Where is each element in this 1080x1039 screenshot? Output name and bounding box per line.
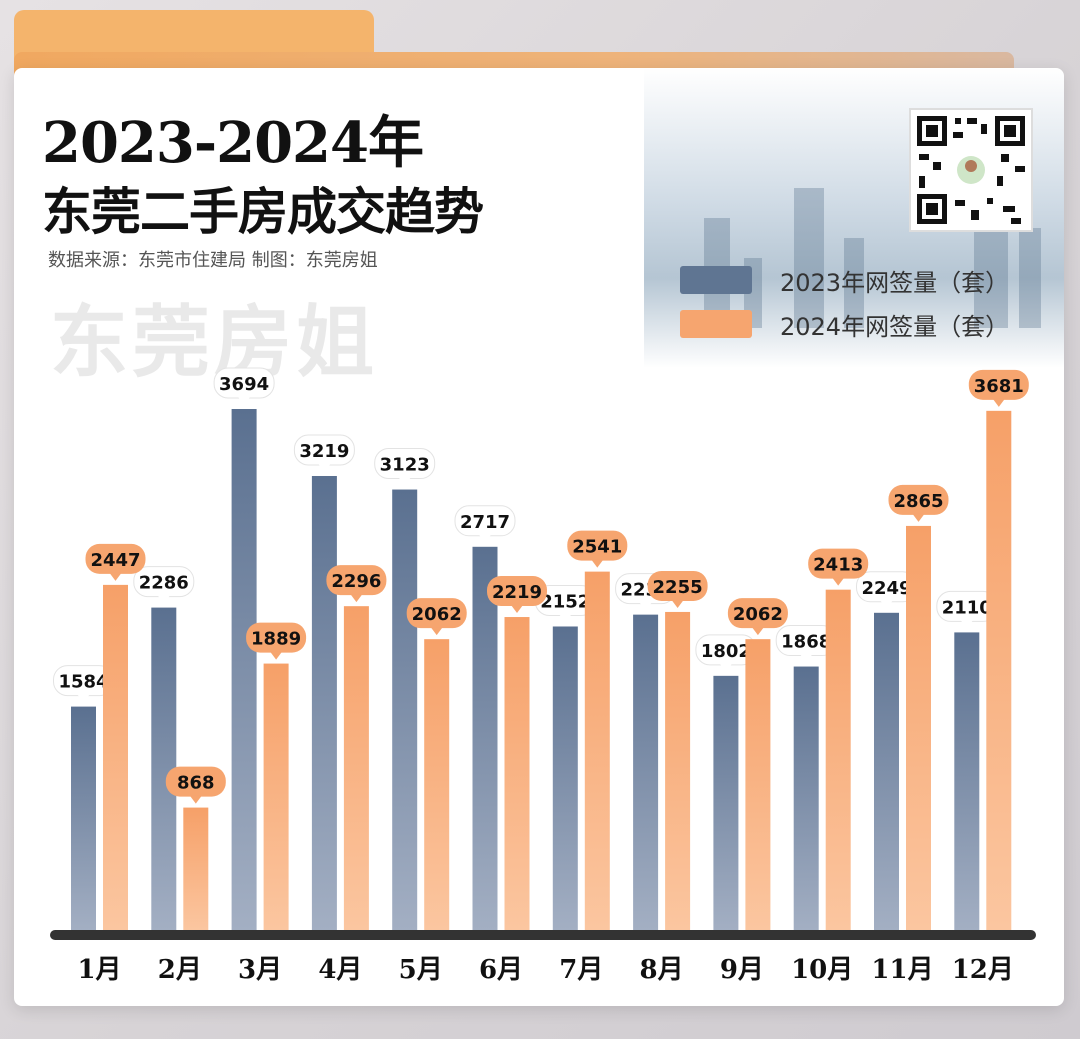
- data-label-2024-5: 2062: [406, 598, 467, 636]
- x-tick-label-12: 12月: [952, 955, 1014, 985]
- svg-text:3681: 3681: [974, 376, 1024, 397]
- svg-text:2717: 2717: [460, 512, 510, 533]
- bar-2024-1: [103, 584, 128, 930]
- data-label-2023-3: 3694: [213, 367, 275, 405]
- data-label-2023-4: 3219: [293, 434, 355, 472]
- bar-2023-3: [231, 409, 257, 930]
- x-tick-label-8: 8月: [640, 955, 684, 985]
- data-source-note: 数据来源：东莞市住建局 制图：东莞房姐: [48, 250, 378, 271]
- x-tick-label-7: 7月: [559, 955, 603, 985]
- bar-2023-12: [954, 632, 980, 930]
- legend-swatch-2024: [680, 310, 752, 338]
- svg-text:3694: 3694: [219, 374, 269, 395]
- bar-2024-2: [183, 807, 209, 930]
- data-label-2024-12: 3681: [968, 369, 1029, 407]
- x-axis-baseline: [50, 930, 1036, 940]
- chart-card: 2023-2024年 东莞二手房成交趋势 数据来源：东莞市住建局 制图：东莞房姐…: [14, 68, 1064, 1006]
- x-tick-label-5: 5月: [399, 955, 443, 985]
- data-label-2023-9: 1802: [695, 634, 757, 672]
- bar-2024-8: [665, 611, 691, 930]
- data-label-2023-6: 2717: [454, 505, 516, 543]
- data-label-2024-10: 2413: [808, 548, 869, 586]
- chart-legend: 2023年网签量（套） 2024年网签量（套）: [680, 258, 1009, 346]
- bar-2024-3: [263, 663, 289, 930]
- bar-2024-10: [825, 589, 851, 930]
- svg-text:2865: 2865: [893, 491, 943, 512]
- data-label-2023-5: 3123: [374, 448, 436, 486]
- data-label-2024-3: 1889: [246, 622, 307, 660]
- data-label-2024-1: 2447: [85, 543, 146, 581]
- svg-text:1889: 1889: [251, 629, 301, 650]
- data-label-2024-7: 2541: [567, 530, 628, 568]
- svg-text:1868: 1868: [781, 632, 831, 653]
- data-label-2024-9: 2062: [727, 598, 788, 636]
- bar-2023-9: [713, 675, 739, 930]
- svg-text:2286: 2286: [139, 573, 189, 594]
- bar-2023-11: [874, 612, 899, 930]
- x-tick-label-4: 4月: [318, 955, 362, 985]
- svg-text:2541: 2541: [572, 537, 622, 558]
- data-label-2024-4: 2296: [326, 565, 387, 603]
- bar-2024-6: [504, 617, 530, 930]
- svg-text:3123: 3123: [380, 455, 430, 476]
- svg-text:3219: 3219: [299, 441, 349, 462]
- svg-text:2062: 2062: [412, 604, 462, 625]
- x-tick-label-2: 2月: [158, 955, 202, 985]
- svg-text:1584: 1584: [58, 672, 108, 693]
- qr-code-icon: [917, 116, 1025, 224]
- svg-text:2110: 2110: [942, 597, 992, 618]
- svg-text:1802: 1802: [701, 641, 751, 662]
- data-label-2023-1: 1584: [53, 665, 114, 703]
- svg-text:2413: 2413: [813, 555, 863, 576]
- qr-code: [909, 108, 1033, 232]
- x-tick-label-3: 3月: [238, 955, 282, 985]
- svg-text:2152: 2152: [540, 591, 590, 612]
- data-label-2023-11: 2249: [856, 571, 917, 609]
- svg-text:2249: 2249: [861, 578, 911, 599]
- bar-2024-7: [584, 571, 610, 930]
- legend-swatch-2023: [680, 266, 752, 294]
- data-label-2023-10: 1868: [775, 625, 837, 663]
- bar-2023-6: [472, 546, 498, 930]
- bar-2024-9: [745, 639, 771, 930]
- svg-text:2219: 2219: [492, 582, 542, 603]
- bar-2024-4: [343, 606, 369, 930]
- bar-2023-8: [633, 614, 659, 930]
- bar-2024-5: [424, 639, 450, 930]
- data-label-2024-6: 2219: [487, 576, 547, 614]
- bar-2023-2: [151, 607, 177, 930]
- bar-2023-4: [311, 475, 337, 930]
- legend-label-2024: 2024年网签量（套）: [780, 312, 1010, 341]
- svg-text:868: 868: [177, 773, 215, 794]
- legend-item-2024: 2024年网签量（套）: [680, 302, 1009, 346]
- bar-2024-11: [906, 525, 931, 930]
- chart-title-line2: 东莞二手房成交趋势: [42, 182, 484, 241]
- legend-label-2023: 2023年网签量（套）: [780, 268, 1010, 297]
- svg-text:2255: 2255: [653, 577, 703, 598]
- watermark-text: 东莞房姐: [50, 298, 379, 388]
- svg-text:2447: 2447: [90, 550, 140, 571]
- data-label-2024-11: 2865: [888, 484, 949, 522]
- data-label-2023-2: 2286: [133, 566, 195, 604]
- x-tick-label-6: 6月: [479, 955, 523, 985]
- bar-2023-10: [793, 666, 819, 930]
- bar-2023-7: [552, 626, 578, 930]
- data-label-2024-2: 868: [165, 766, 226, 804]
- data-label-2024-8: 2255: [647, 570, 708, 608]
- legend-item-2023: 2023年网签量（套）: [680, 258, 1009, 302]
- svg-text:2062: 2062: [733, 604, 783, 625]
- chart-title-line1: 2023-2024年: [42, 110, 424, 176]
- svg-text:2296: 2296: [331, 571, 381, 592]
- x-tick-label-9: 9月: [720, 955, 764, 985]
- x-tick-label-1: 1月: [77, 955, 121, 985]
- bar-2024-12: [986, 410, 1012, 931]
- bar-2023-1: [71, 706, 96, 930]
- bar-2023-5: [392, 489, 418, 930]
- x-tick-label-11: 11月: [871, 955, 933, 985]
- x-tick-label-10: 10月: [791, 955, 853, 985]
